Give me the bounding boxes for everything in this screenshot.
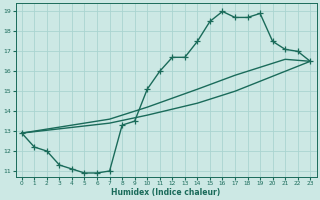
X-axis label: Humidex (Indice chaleur): Humidex (Indice chaleur) <box>111 188 221 197</box>
